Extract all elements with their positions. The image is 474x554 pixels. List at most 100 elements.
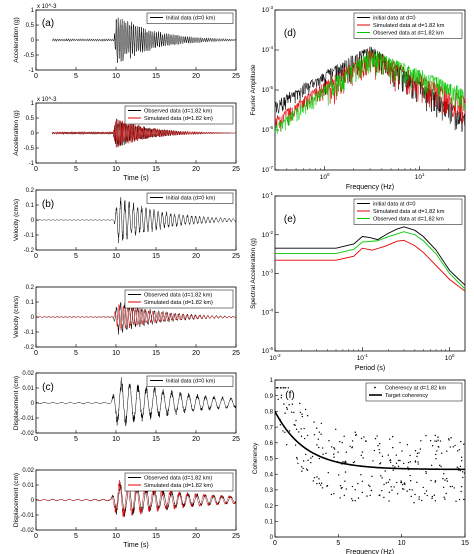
x-tick-label: 15 [152, 436, 160, 443]
scatter-point [335, 428, 337, 431]
x-tick-label: 0 [34, 436, 38, 443]
x-tick-label: 25 [232, 533, 240, 540]
plot-area [36, 302, 236, 335]
exponent-label: x 10^-3 [37, 97, 57, 103]
scatter-point [392, 465, 394, 467]
scatter-point [453, 487, 455, 489]
scatter-point [389, 461, 392, 463]
scatter-point [422, 486, 424, 489]
scatter-point [351, 498, 353, 500]
scatter-point [397, 465, 400, 467]
scatter-point [437, 436, 439, 438]
scatter-point [439, 464, 441, 467]
series-line-0 [275, 226, 465, 286]
scatter-point [304, 408, 307, 411]
scatter-point [454, 444, 456, 447]
legend-label: Observed data (d=1.82 km) [144, 109, 212, 115]
scatter-point [388, 491, 391, 494]
scatter-point [388, 500, 390, 502]
y-tick-label: -0.2 [24, 248, 35, 254]
series-line-0 [36, 197, 236, 244]
legend-box [146, 375, 234, 387]
legend-label: Simulated data (d=1.82 km) [144, 116, 213, 122]
y-tick-label: 10-1 [262, 191, 274, 200]
scatter-point [462, 471, 464, 473]
x-tick-label: 5 [336, 540, 340, 547]
scatter-point [286, 443, 288, 446]
x-tick-label: 20 [192, 436, 200, 443]
scatter-point [434, 481, 436, 483]
scatter-point [284, 412, 286, 414]
scatter-point [361, 480, 364, 483]
scatter-point [401, 483, 404, 486]
scatter-point [293, 411, 295, 414]
scatter-point [425, 490, 428, 492]
legend-label: initial data at d=0 [373, 202, 415, 208]
scatter-point [389, 438, 391, 440]
y-tick-label: 0 [270, 535, 274, 541]
y-tick-label: 0.8 [265, 410, 274, 416]
scatter-point [284, 387, 287, 389]
scatter-point [349, 445, 351, 447]
exponent-label: x 10^-3 [37, 4, 57, 10]
scatter-point [384, 470, 386, 472]
y-tick-label: 10-2 [262, 230, 274, 239]
scatter-point [443, 496, 445, 498]
scatter-point [313, 421, 315, 423]
scatter-point [362, 457, 364, 459]
x-tick-label: 10 [112, 350, 120, 357]
scatter-point [407, 461, 410, 464]
y-tick-label: 0 [31, 131, 35, 137]
scatter-point [303, 427, 305, 430]
scatter-point [301, 415, 304, 418]
scatter-point [444, 498, 446, 500]
chart-c2: 0 5 10 15 20 25 -0.02 -0.01 0 0.01 0.02 Time (s) Dis… [13, 468, 240, 549]
x-tick-label: 25 [232, 350, 240, 357]
scatter-point [351, 499, 354, 502]
scatter-point [460, 485, 463, 488]
y-tick-label: 0.2 [26, 188, 35, 194]
scatter-point [307, 459, 309, 461]
scatter-point [320, 482, 323, 484]
scatter-point [371, 475, 373, 478]
scatter-point [351, 485, 354, 488]
scatter-point [416, 481, 418, 483]
x-tick-label: 5 [74, 166, 78, 173]
y-tick-label: -1 [29, 68, 35, 74]
legend-label: Target coherency [385, 393, 428, 399]
scatter-point [301, 470, 303, 472]
scatter-point [280, 387, 282, 389]
x-tick-label: 20 [192, 253, 200, 260]
scatter-point [339, 484, 342, 487]
y-tick-label: -0.2 [24, 345, 35, 351]
scatter-point [313, 433, 316, 436]
scatter-point [280, 397, 283, 399]
x-tick-label: 5 [74, 350, 78, 357]
scatter-point [365, 440, 367, 442]
legend-label: Initial data (d=0 km) [166, 196, 215, 202]
scatter-point [409, 480, 412, 482]
scatter-point [291, 403, 294, 405]
scatter-point [420, 499, 423, 502]
scatter-point [463, 443, 465, 445]
scatter-point [345, 461, 347, 464]
scatter-point [390, 486, 392, 488]
scatter-point [300, 435, 303, 438]
scatter-point [429, 440, 432, 442]
panel-letter: (b) [42, 199, 54, 210]
panel-letter: (f) [285, 390, 294, 401]
scatter-point [345, 488, 347, 490]
scatter-point [431, 495, 434, 498]
scatter-point [321, 447, 324, 449]
scatter-point [411, 489, 413, 491]
scatter-point [451, 485, 453, 488]
scatter-point [442, 477, 444, 480]
scatter-point [333, 493, 335, 495]
scatter-point [316, 444, 318, 446]
y-tick-label: 10-6 [262, 125, 274, 134]
y-tick-label: 0.5 [26, 116, 35, 122]
x-tick-label: 10 [112, 253, 120, 260]
x-tick-label: 10 [398, 540, 406, 547]
x-axis-label: Time (s) [123, 175, 148, 182]
